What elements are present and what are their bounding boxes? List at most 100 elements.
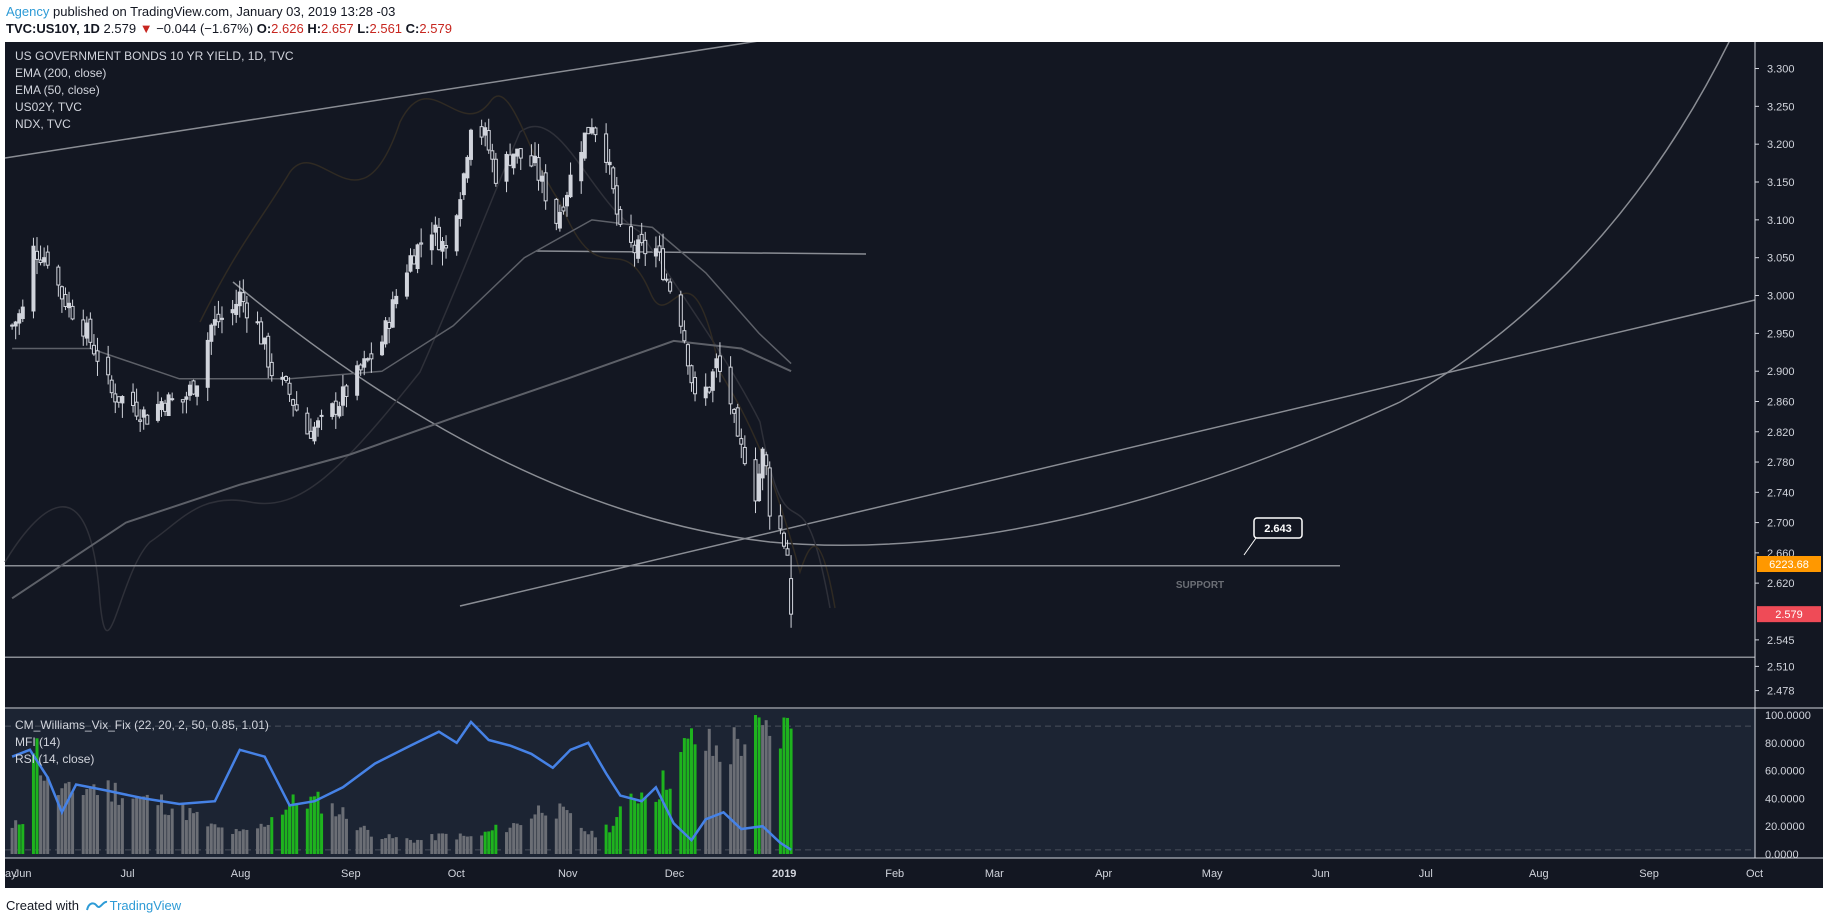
candle-body[interactable] xyxy=(45,251,50,266)
candle-body[interactable] xyxy=(529,155,534,167)
rising-trend-line[interactable] xyxy=(459,299,1756,607)
us02y-overlay-line[interactable] xyxy=(199,95,836,609)
candle-body[interactable] xyxy=(511,153,516,169)
candle-body[interactable] xyxy=(458,199,463,220)
candle-body[interactable] xyxy=(244,302,249,319)
candle-body[interactable] xyxy=(390,299,395,328)
candle-body[interactable] xyxy=(490,150,495,160)
candle-body[interactable] xyxy=(20,306,25,319)
candle-body[interactable] xyxy=(355,365,360,396)
candle-body[interactable] xyxy=(518,148,523,159)
candle-body[interactable] xyxy=(294,404,299,411)
candle-body[interactable] xyxy=(764,454,769,467)
candle-body[interactable] xyxy=(365,358,370,361)
candle-body[interactable] xyxy=(689,365,694,384)
candle-body[interactable] xyxy=(159,401,164,411)
candle-body[interactable] xyxy=(84,322,89,339)
candle-body[interactable] xyxy=(714,358,719,369)
candle-body[interactable] xyxy=(255,321,260,324)
candle-body[interactable] xyxy=(380,341,385,356)
candle-body[interactable] xyxy=(589,127,594,134)
legend-main-series[interactable]: US GOVERNMENT BONDS 10 YR YIELD, 1D, TVC xyxy=(15,49,294,63)
candle-body[interactable] xyxy=(557,211,562,229)
candle-body[interactable] xyxy=(280,376,285,380)
callout-annotation[interactable]: 2.643 xyxy=(1243,517,1303,556)
candle-body[interactable] xyxy=(59,286,64,300)
candle-body[interactable] xyxy=(632,244,637,254)
candle-body[interactable] xyxy=(269,361,274,377)
candle-body[interactable] xyxy=(607,161,612,166)
legend-mfi[interactable]: MFI (14) xyxy=(15,735,60,749)
candle-body[interactable] xyxy=(340,386,345,406)
candle-body[interactable] xyxy=(732,408,737,414)
ema-200-line[interactable] xyxy=(11,339,792,600)
candle-body[interactable] xyxy=(543,172,548,202)
candle-body[interactable] xyxy=(145,414,150,425)
candle-body[interactable] xyxy=(735,407,740,437)
ndx-overlay-line[interactable] xyxy=(4,125,831,632)
candle-body[interactable] xyxy=(444,245,449,249)
candle-body[interactable] xyxy=(266,335,271,368)
candle-body[interactable] xyxy=(554,198,559,224)
candle-body[interactable] xyxy=(618,209,623,225)
candle-body[interactable] xyxy=(479,126,484,138)
candle-body[interactable] xyxy=(486,130,491,151)
candle-body[interactable] xyxy=(209,324,214,342)
candle-body[interactable] xyxy=(308,430,313,439)
upper-trend-line[interactable] xyxy=(4,42,765,159)
candle-body[interactable] xyxy=(789,578,794,615)
candle-body[interactable] xyxy=(661,248,666,280)
candle-body[interactable] xyxy=(344,385,349,397)
candle-body[interactable] xyxy=(91,344,96,355)
candle-body[interactable] xyxy=(682,330,687,342)
candle-body[interactable] xyxy=(70,305,75,320)
candle-body[interactable] xyxy=(710,371,715,391)
candle-body[interactable] xyxy=(35,250,40,260)
candle-body[interactable] xyxy=(508,154,513,166)
candle-body[interactable] xyxy=(540,175,545,182)
candle-body[interactable] xyxy=(454,215,459,252)
candle-body[interactable] xyxy=(579,151,584,182)
candle-body[interactable] xyxy=(319,414,324,417)
candle-body[interactable] xyxy=(216,313,221,323)
candle-body[interactable] xyxy=(166,394,171,417)
candle-body[interactable] xyxy=(515,148,520,157)
candle-body[interactable] xyxy=(56,266,61,286)
candle-body[interactable] xyxy=(685,344,690,367)
candle-body[interactable] xyxy=(383,320,388,345)
candle-body[interactable] xyxy=(643,239,648,255)
candle-body[interactable] xyxy=(120,396,125,404)
tradingview-logo-icon[interactable] xyxy=(85,899,108,914)
candle-body[interactable] xyxy=(468,129,473,160)
candle-body[interactable] xyxy=(785,548,790,556)
candle-body[interactable] xyxy=(778,515,783,530)
candle-body[interactable] xyxy=(532,155,537,164)
candle-body[interactable] xyxy=(753,459,758,502)
candle-body[interactable] xyxy=(106,356,111,376)
candle-body[interactable] xyxy=(219,317,224,320)
candle-body[interactable] xyxy=(67,302,72,309)
candle-body[interactable] xyxy=(717,355,722,372)
candle-body[interactable] xyxy=(63,294,68,308)
candle-body[interactable] xyxy=(593,127,598,136)
candle-body[interactable] xyxy=(187,384,192,396)
candle-body[interactable] xyxy=(703,386,708,399)
candle-body[interactable] xyxy=(81,319,86,337)
candle-body[interactable] xyxy=(739,438,744,445)
candle-body[interactable] xyxy=(287,382,292,395)
candle-body[interactable] xyxy=(781,532,786,547)
candle-body[interactable] xyxy=(312,426,317,442)
candle-body[interactable] xyxy=(760,448,765,479)
candle-body[interactable] xyxy=(230,309,235,314)
candle-body[interactable] xyxy=(668,281,673,292)
candle-body[interactable] xyxy=(767,467,772,517)
candle-body[interactable] xyxy=(693,377,698,395)
candle-body[interactable] xyxy=(504,153,509,182)
candle-body[interactable] xyxy=(141,409,146,418)
candle-body[interactable] xyxy=(88,318,93,343)
candle-body[interactable] xyxy=(678,294,683,327)
candle-body[interactable] xyxy=(305,412,310,435)
candle-body[interactable] xyxy=(333,400,338,415)
candle-body[interactable] xyxy=(259,321,264,345)
candle-body[interactable] xyxy=(387,321,392,329)
